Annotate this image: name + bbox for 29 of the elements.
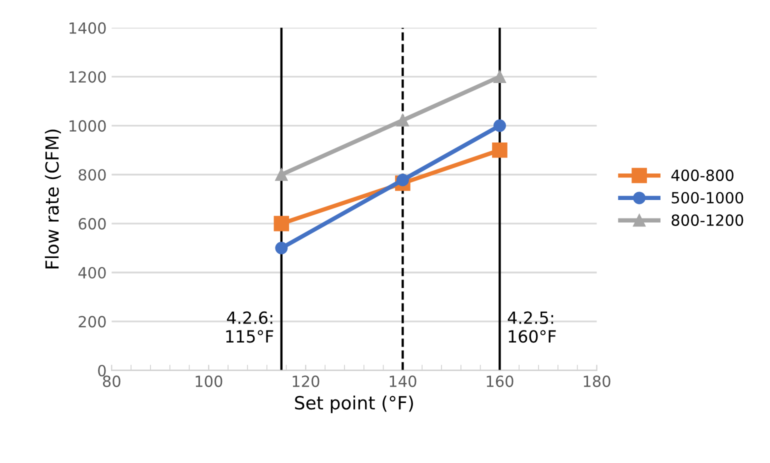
x-tick-label: 80: [102, 376, 120, 388]
y-tick-label: 1000: [70, 120, 106, 132]
y-tick-label: 0: [98, 364, 106, 376]
x-tick-label: 100: [196, 376, 222, 388]
point: [274, 216, 290, 232]
y-tick-label: 600: [78, 218, 106, 230]
ref-line-label: 4.2.5: 160°F: [508, 311, 556, 343]
y-tick-label: 400: [78, 266, 106, 279]
ref-line-label: 4.2.6: 115°F: [226, 311, 274, 343]
legend-label: 800-1200: [672, 214, 744, 226]
x-axis-title: Set point (°F): [295, 396, 413, 414]
x-tick-label: 160: [486, 376, 514, 388]
x-tick-label: 140: [390, 376, 416, 388]
y-tick-label: 200: [78, 316, 106, 328]
point: [396, 174, 409, 186]
y-tick-label: 1400: [70, 22, 106, 34]
x-tick-label: 180: [584, 376, 610, 388]
y-axis-title: Flow rate (CFM): [44, 130, 61, 268]
x-tick-label: 120: [292, 376, 320, 388]
point: [493, 70, 506, 83]
point: [275, 242, 288, 254]
legend-label: 400-800: [671, 170, 734, 182]
point: [275, 168, 288, 181]
y-tick-label: 1200: [70, 71, 106, 83]
point: [396, 114, 409, 127]
point: [492, 142, 508, 158]
y-tick-label: 800: [78, 169, 106, 181]
point: [493, 119, 506, 132]
legend-label: 500-1000: [672, 192, 744, 204]
